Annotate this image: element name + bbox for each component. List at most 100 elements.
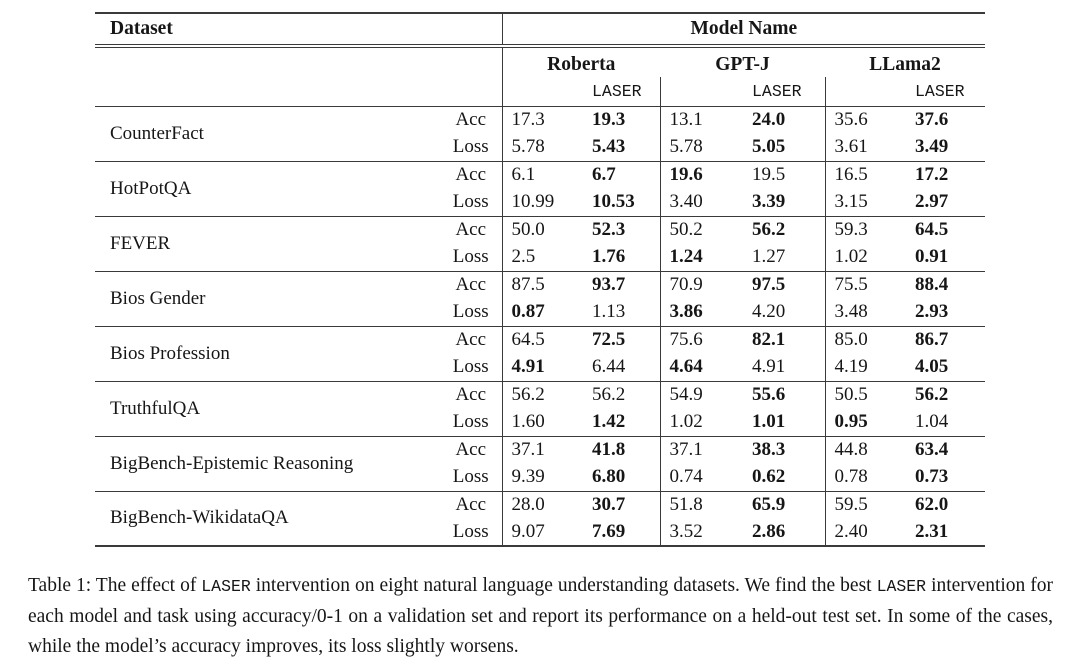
value-cell: 65.9	[737, 490, 826, 519]
dataset-group: CounterFact Acc 17.3 19.3 13.1 24.0 35.6 37.6 Lo…	[95, 106, 985, 161]
value-cell: 85.0	[825, 325, 901, 354]
value-cell: 0.62	[737, 463, 826, 491]
value-cell: 5.78	[669, 136, 703, 157]
value-cell: 1.24	[669, 246, 703, 267]
value-cell: 72.5	[577, 325, 661, 354]
value-cell: 51.8	[660, 490, 738, 519]
header-spacer	[825, 77, 901, 107]
metric-label: Acc	[440, 380, 503, 409]
value-cell: 2.5	[511, 246, 536, 267]
metric-label: Loss	[440, 243, 503, 271]
model-name-header: Model Name	[502, 13, 986, 48]
value-cell: 63.4	[900, 435, 986, 464]
value-cell: 2.40	[834, 520, 868, 542]
value-cell: 5.43	[577, 133, 661, 161]
value-cell: 16.5	[825, 160, 901, 189]
dataset-group: HotPotQA Acc 6.1 6.7 19.6 19.5 16.5 17.2 Loss 10.…	[95, 160, 986, 216]
value-cell: 41.8	[577, 435, 661, 464]
value-cell: 1.13	[577, 298, 661, 326]
value-cell: 19.6	[660, 160, 738, 189]
value-cell: 9.39	[511, 466, 545, 487]
value-cell: 19.3	[577, 106, 661, 134]
value-cell: 19.5	[737, 160, 826, 189]
dataset-name: Bios Profession	[95, 325, 440, 381]
value-cell: 38.3	[737, 435, 826, 464]
value-cell: 2.93	[915, 301, 949, 322]
table-row: Loss 4.91 6.44 4.64 4.91 4.19 4.05	[95, 353, 985, 381]
value-cell: 56.2	[577, 380, 661, 409]
results-table: Dataset Model Name Roberta GPT-J LLama2 …	[95, 12, 986, 547]
dataset-name: BigBench-Epistemic Reasoning	[95, 435, 440, 491]
table-row: FEVER Acc 50.0 52.3 50.2 56.2 59.3 64.5	[95, 215, 986, 271]
value-cell: 86.7	[900, 325, 986, 354]
value-cell: 82.1	[737, 325, 826, 354]
value-cell: 50.0	[502, 215, 578, 244]
model-header-roberta: Roberta	[547, 53, 616, 75]
value-cell: 1.27	[737, 243, 826, 271]
value-cell: 1.02	[669, 411, 703, 432]
value-cell: 70.9	[660, 270, 738, 299]
table-row: BigBench-Epistemic Reasoning Acc 37.1 41.8 3…	[95, 435, 986, 491]
metric-label: Loss	[440, 463, 503, 491]
value-cell: 0.91	[915, 246, 949, 267]
metric-label: Acc	[440, 435, 503, 464]
value-cell: 10.53	[577, 188, 661, 216]
metric-label: Loss	[440, 298, 503, 326]
value-cell: 59.3	[825, 215, 901, 244]
value-cell: 7.69	[577, 518, 661, 546]
value-cell: 3.48	[834, 301, 868, 322]
value-cell: 1.60	[511, 411, 545, 432]
metric-label: Loss	[440, 188, 503, 216]
value-cell: 75.5	[825, 270, 901, 299]
value-cell: 17.3	[511, 109, 545, 130]
dataset-group: Bios Profession Acc 64.5 72.5 75.6 82.1 85.0 86…	[95, 325, 986, 381]
metric-label: Acc	[440, 215, 503, 244]
value-cell: 3.49	[915, 136, 949, 157]
caption-text: intervention on eight natural language u…	[250, 575, 877, 596]
model-header-gptj: GPT-J	[715, 53, 770, 75]
table-row: BigBench-WikidataQA Acc 28.0 30.7 51.8 65.9 59…	[95, 490, 986, 546]
value-cell: 0.87	[511, 301, 545, 322]
value-cell: 4.05	[915, 356, 949, 377]
laser-mono-text: LASER	[201, 577, 251, 596]
dataset-name: TruthfulQA	[95, 380, 440, 436]
value-cell: 13.1	[669, 109, 703, 130]
metric-label: Acc	[440, 490, 503, 519]
value-cell: 37.1	[660, 435, 738, 464]
value-cell: 54.9	[660, 380, 738, 409]
table-row: HotPotQA Acc 6.1 6.7 19.6 19.5 16.5 17.2	[95, 160, 986, 216]
value-cell: 4.91	[511, 356, 545, 377]
value-cell: 93.7	[577, 270, 661, 299]
header-spacer	[660, 77, 738, 107]
value-cell: 56.2	[900, 380, 986, 409]
metric-label: Acc	[440, 106, 503, 134]
dataset-column-header: Dataset	[95, 13, 503, 48]
value-cell: 1.01	[737, 408, 826, 436]
value-cell: 75.6	[660, 325, 738, 354]
value-cell: 59.5	[825, 490, 901, 519]
caption-text: intervention for each model and task usi…	[28, 575, 1053, 657]
value-cell: 3.40	[669, 191, 703, 212]
dataset-name: BigBench-WikidataQA	[95, 490, 440, 546]
table-row: Loss 5.78 5.43 5.78 5.05 3.61 3.49	[95, 133, 985, 161]
value-cell: 4.20	[737, 298, 826, 326]
value-cell: 2.31	[915, 520, 949, 542]
table-caption: Table 1: The effect of LASER interventio…	[28, 571, 1053, 660]
table-row: Loss 2.5 1.76 1.24 1.27 1.02 0.91	[95, 243, 985, 271]
laser-subheader-roberta: LASER	[577, 77, 661, 107]
value-cell: 1.42	[577, 408, 661, 436]
table-row: TruthfulQA Acc 56.2 56.2 54.9 55.6 50.5 56.2	[95, 380, 986, 436]
value-cell: 10.99	[511, 191, 555, 212]
value-cell: 37.1	[502, 435, 578, 464]
value-cell: 3.39	[737, 188, 826, 216]
value-cell: 1.76	[577, 243, 661, 271]
value-cell: 37.6	[915, 109, 949, 130]
metric-label: Acc	[440, 325, 503, 354]
value-cell: 6.44	[577, 353, 661, 381]
value-cell: 97.5	[737, 270, 826, 299]
value-cell: 9.07	[511, 520, 545, 542]
value-cell: 50.2	[660, 215, 738, 244]
value-cell: 87.5	[502, 270, 578, 299]
value-cell: 55.6	[737, 380, 826, 409]
